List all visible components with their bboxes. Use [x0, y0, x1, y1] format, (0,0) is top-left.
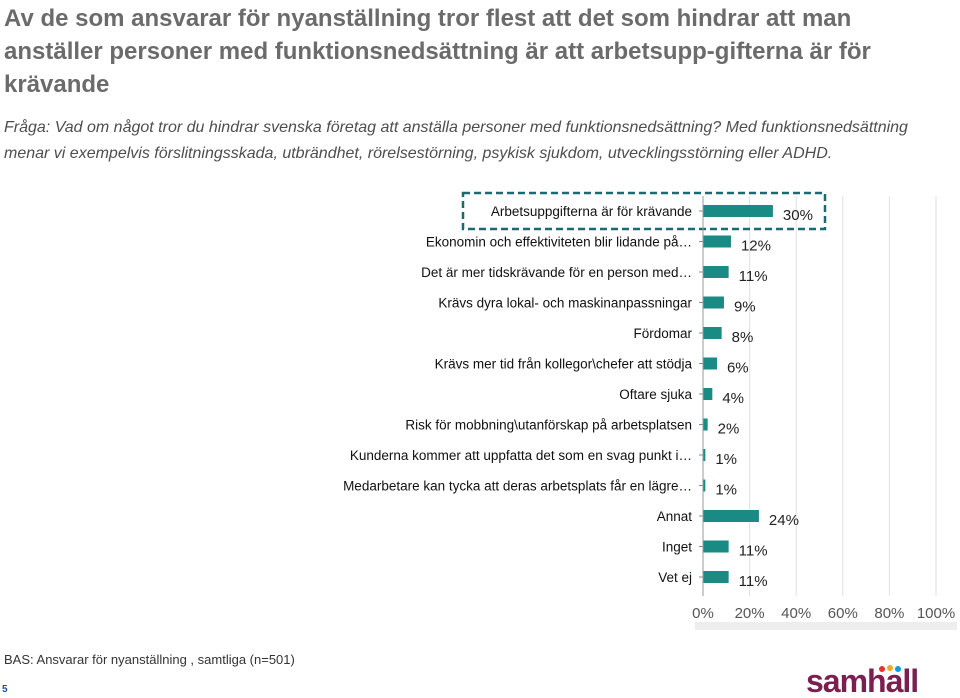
- survey-question: Fråga: Vad om något tror du hindrar sven…: [4, 119, 908, 162]
- highlight-box: [461, 191, 827, 231]
- x-tick-label: 0%: [692, 605, 714, 622]
- category-label: Ekonomin och effektiviteten blir lidande…: [426, 235, 692, 250]
- x-tick-label: 100%: [917, 605, 955, 622]
- category-label: Inget: [662, 540, 692, 555]
- bar: [703, 540, 729, 553]
- category-label: Kunderna kommer att uppfatta det som en …: [350, 448, 692, 463]
- bar: [703, 266, 729, 278]
- value-label: 9%: [734, 299, 756, 316]
- value-label: 30%: [783, 207, 813, 224]
- category-label: Annat: [657, 509, 693, 524]
- value-label: 11%: [739, 543, 768, 560]
- bar: [703, 357, 717, 370]
- samhall-logo: samhall: [806, 664, 919, 698]
- bar: [703, 296, 724, 309]
- value-label: 1%: [715, 451, 737, 468]
- value-label: 8%: [732, 329, 754, 346]
- page-number: 5: [2, 684, 8, 695]
- value-label: 1%: [715, 482, 737, 499]
- value-label: 2%: [718, 421, 740, 438]
- value-label: 11%: [739, 573, 768, 590]
- bar: [703, 571, 729, 583]
- x-tick-label: 40%: [781, 605, 811, 622]
- bar: [703, 510, 759, 522]
- category-label: Fördomar: [633, 326, 692, 341]
- svg-text:samhall: samhall: [806, 664, 918, 698]
- bar: [703, 479, 706, 492]
- bar: [703, 235, 731, 248]
- bar: [703, 449, 706, 461]
- category-label: Det är mer tidskrävande för en person me…: [421, 265, 692, 280]
- category-label: Medarbetare kan tycka att deras arbetspl…: [343, 479, 692, 494]
- base-note: BAS: Ansvarar för nyanställning , samtli…: [4, 652, 295, 667]
- page-title: Av de som ansvarar för nyanställning tro…: [4, 5, 871, 98]
- value-label: 4%: [722, 390, 744, 407]
- value-label: 24%: [769, 512, 799, 529]
- bar: [703, 205, 773, 217]
- x-tick-label: 60%: [828, 605, 858, 622]
- axis-band: [695, 622, 957, 630]
- bar: [703, 327, 722, 339]
- x-tick-label: 20%: [735, 605, 765, 622]
- category-label: Arbetsuppgifterna är för krävande: [491, 204, 692, 219]
- bar: [703, 418, 708, 431]
- category-label: Oftare sjuka: [619, 387, 692, 402]
- value-label: 6%: [727, 360, 749, 377]
- category-label: Vet ej: [658, 570, 692, 585]
- category-label: Krävs dyra lokal- och maskinanpassningar: [438, 296, 692, 311]
- category-label: Risk för mobbning\utanförskap på arbetsp…: [405, 418, 692, 433]
- bar: [703, 388, 713, 400]
- bar-chart: 0% 20% 40% 60% 80% 100% Arbetsuppgifterna är f…: [343, 191, 957, 630]
- value-label: 11%: [739, 268, 768, 285]
- x-tick-label: 80%: [874, 605, 904, 622]
- category-label: Krävs mer tid från kollegor\chefer att s…: [435, 357, 693, 372]
- value-label: 12%: [741, 238, 771, 255]
